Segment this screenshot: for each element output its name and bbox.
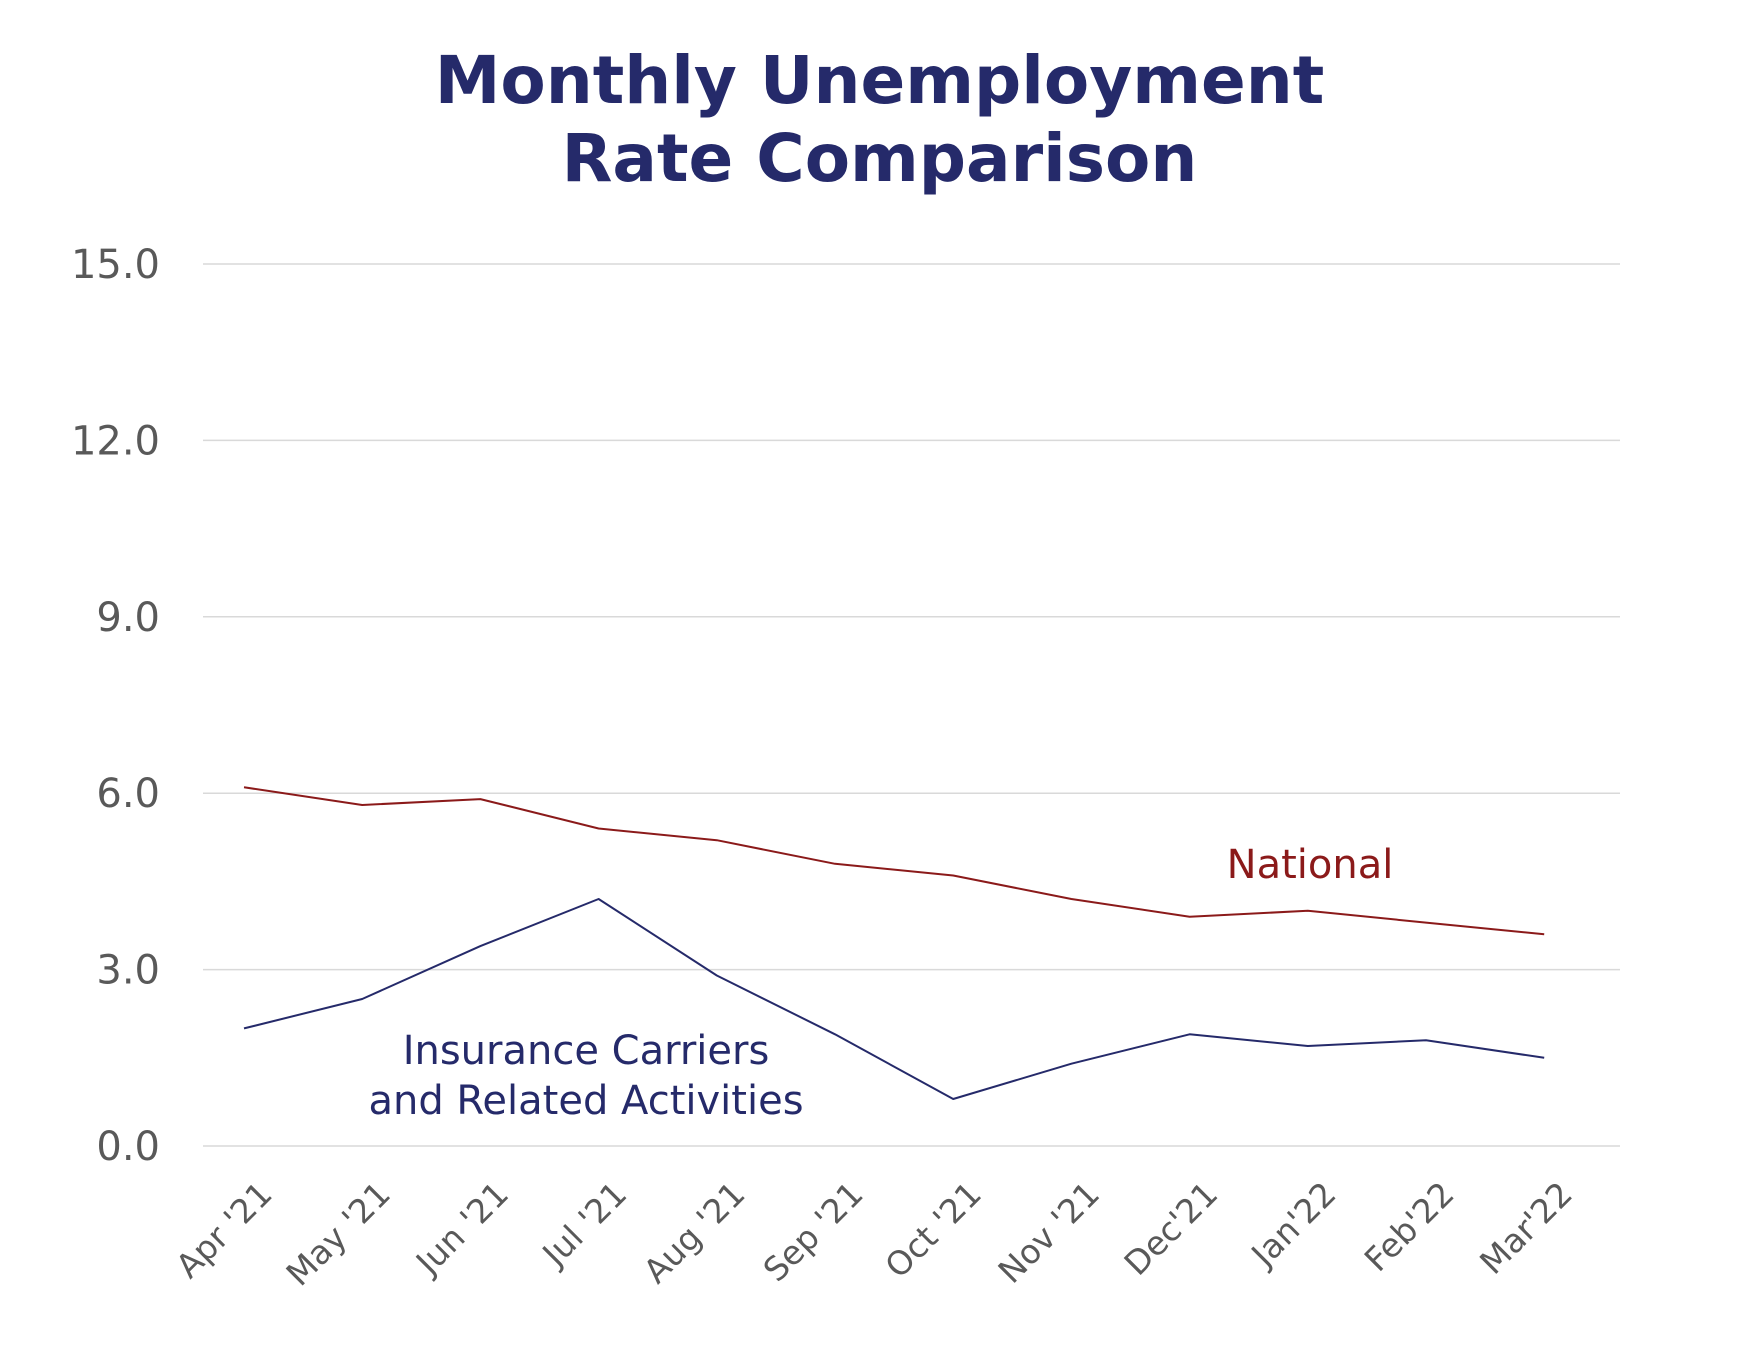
x-tick-label: Jan'22 xyxy=(1242,1174,1343,1275)
x-tick-label: Apr '21 xyxy=(168,1174,279,1285)
y-tick-label: 15.0 xyxy=(71,242,160,288)
x-tick-label: Feb'22 xyxy=(1357,1174,1462,1279)
series-line-insurance-carriers xyxy=(243,898,1545,1100)
y-tick-label: 12.0 xyxy=(71,418,160,464)
chart-title-line-2: Rate Comparison xyxy=(561,120,1198,197)
x-tick-label: Aug '21 xyxy=(636,1174,753,1291)
x-tick-label: Mar'22 xyxy=(1472,1174,1580,1282)
y-tick-label: 3.0 xyxy=(96,948,160,994)
series-line-national xyxy=(243,786,1545,936)
series-label-national: National xyxy=(1227,842,1394,888)
y-tick-label: 0.0 xyxy=(96,1124,160,1170)
x-tick-label: Sep '21 xyxy=(756,1174,871,1289)
x-tick-label: Nov '21 xyxy=(990,1174,1107,1291)
series-label-insurance-carriers: and Related Activities xyxy=(368,1078,803,1124)
x-tick-label: Oct '21 xyxy=(877,1174,988,1285)
series-label-insurance-carriers: Insurance Carriers xyxy=(403,1028,770,1074)
y-tick-label: 9.0 xyxy=(96,595,160,641)
chart-title-line-1: Monthly Unemployment xyxy=(434,42,1325,119)
x-tick-label: Jun '21 xyxy=(407,1174,516,1283)
y-tick-label: 6.0 xyxy=(96,771,160,817)
x-tick-label: Jul '21 xyxy=(534,1174,635,1275)
x-tick-label: Dec'21 xyxy=(1116,1174,1225,1283)
x-tick-label: May '21 xyxy=(279,1174,398,1293)
